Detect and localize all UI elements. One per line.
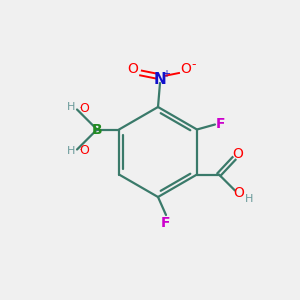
Text: N: N xyxy=(154,71,166,86)
Text: +: + xyxy=(162,69,170,79)
Text: O: O xyxy=(79,144,89,157)
Text: ·: · xyxy=(79,146,83,155)
Text: O: O xyxy=(79,102,89,115)
Text: O: O xyxy=(233,185,244,200)
Text: H: H xyxy=(67,146,75,157)
Text: O: O xyxy=(128,62,138,76)
Text: O: O xyxy=(232,146,243,161)
Text: F: F xyxy=(216,116,226,130)
Text: -: - xyxy=(192,58,196,71)
Text: F: F xyxy=(161,216,171,230)
Text: H: H xyxy=(67,103,75,112)
Text: B: B xyxy=(92,122,102,136)
Text: O: O xyxy=(181,62,191,76)
Text: ·: · xyxy=(79,103,83,113)
Text: H: H xyxy=(245,194,253,203)
